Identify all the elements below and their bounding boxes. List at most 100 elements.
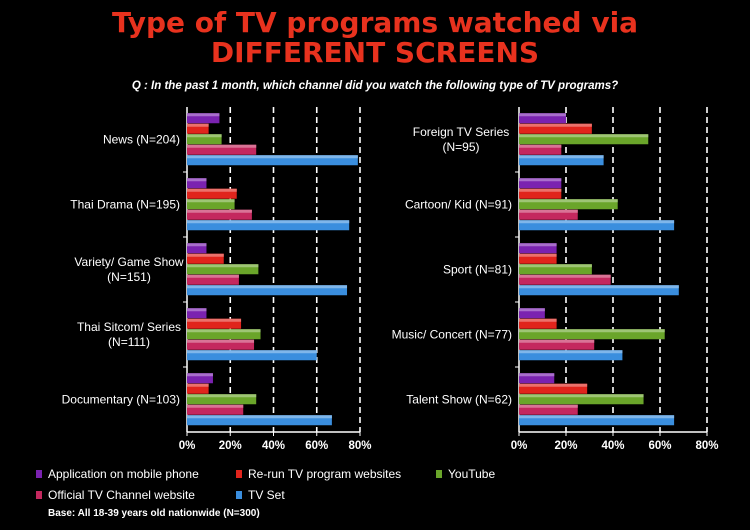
bar-highlight	[519, 383, 588, 387]
bar	[519, 285, 679, 296]
x-tick-label: 0%	[179, 440, 196, 452]
bar	[187, 404, 244, 415]
bar-highlight	[187, 339, 255, 343]
bar-highlight	[187, 404, 244, 408]
x-tick-label: 40%	[601, 440, 624, 452]
bar	[519, 339, 595, 350]
bar-highlight	[519, 113, 566, 117]
bar	[187, 394, 257, 405]
bar-highlight	[187, 134, 222, 138]
bar	[519, 404, 578, 415]
bar	[187, 415, 332, 426]
bar	[519, 123, 592, 134]
legend-swatch	[236, 470, 242, 478]
category-label: (N=111)	[108, 335, 150, 349]
x-tick-label: 20%	[219, 440, 242, 452]
bar	[519, 264, 592, 275]
bar-highlight	[187, 285, 348, 289]
bar-highlight	[187, 373, 213, 377]
category-label: Thai Drama (N=195)	[70, 198, 180, 212]
legend-swatch	[436, 470, 442, 478]
legend-swatch	[236, 491, 242, 499]
bar	[519, 350, 623, 361]
category-label: Talent Show (N=62)	[406, 393, 512, 407]
category-label: News (N=204)	[103, 133, 180, 147]
bar-highlight	[519, 285, 679, 289]
chart-panel-2: 0% 20% 40% 60% 80% Foreign TV Series(N=95) Car…	[392, 107, 719, 452]
bar	[187, 308, 207, 319]
bar	[519, 134, 649, 145]
bar	[519, 329, 665, 340]
bar	[187, 253, 224, 264]
bar-highlight	[519, 394, 644, 398]
bar-highlight	[187, 243, 207, 247]
bar	[187, 329, 261, 340]
bar	[519, 253, 557, 264]
bar-highlight	[519, 264, 592, 268]
bar	[519, 318, 557, 329]
bar	[519, 144, 562, 155]
bar-highlight	[519, 415, 675, 419]
category-label: Music/ Concert (N=77)	[392, 328, 512, 342]
x-tick-label: 60%	[305, 440, 328, 452]
bar	[187, 188, 237, 199]
bar	[187, 199, 235, 210]
category-label: (N=95)	[442, 140, 479, 154]
bar-highlight	[187, 415, 332, 419]
bar-highlight	[519, 188, 562, 192]
category-label: Variety/ Game Show	[74, 255, 183, 269]
bar-highlight	[519, 404, 578, 408]
bar	[187, 383, 209, 394]
bar	[187, 274, 239, 285]
bar	[519, 155, 604, 166]
x-tick-label: 60%	[648, 440, 671, 452]
category-label: Cartoon/ Kid (N=91)	[405, 198, 512, 212]
legend-swatch	[36, 491, 42, 499]
bar-highlight	[187, 274, 239, 278]
bar-highlight	[187, 350, 317, 354]
bar-highlight	[187, 199, 235, 203]
chart-title-line1: Type of TV programs watched via	[111, 6, 639, 39]
bar	[519, 209, 578, 220]
bar-highlight	[519, 274, 611, 278]
legend-label: Official TV Channel website	[48, 488, 195, 502]
bar	[187, 285, 348, 296]
legend-item-tv-set: TV Set	[236, 488, 285, 502]
bar	[187, 350, 317, 361]
bar	[519, 373, 555, 384]
bar-highlight	[519, 134, 649, 138]
base-note: Base: All 18-39 years old nationwide (N=…	[48, 508, 260, 519]
bar-highlight	[519, 220, 675, 224]
bar	[187, 144, 257, 155]
category-label: Sport (N=81)	[443, 263, 512, 277]
bar-highlight	[187, 113, 220, 117]
bar	[519, 383, 588, 394]
legend-item-mobile-app: Application on mobile phone	[36, 467, 199, 481]
bar-highlight	[187, 188, 237, 192]
bar	[519, 113, 566, 124]
bar-highlight	[187, 383, 209, 387]
bar-highlight	[519, 209, 578, 213]
legend-item-youtube: YouTube	[436, 467, 495, 481]
bar-highlight	[519, 318, 557, 322]
bar	[187, 339, 255, 350]
bar-highlight	[187, 178, 207, 182]
bar-highlight	[519, 339, 595, 343]
x-tick-label: 40%	[262, 440, 285, 452]
bar-highlight	[519, 144, 562, 148]
bar-highlight	[519, 253, 557, 257]
bar	[519, 308, 545, 319]
bar-highlight	[519, 199, 618, 203]
bar-highlight	[519, 373, 555, 377]
bar-highlight	[187, 318, 242, 322]
bar-highlight	[519, 243, 557, 247]
category-label: Foreign TV Series	[413, 125, 510, 139]
bar-highlight	[187, 155, 358, 159]
bar	[519, 178, 562, 189]
bar-highlight	[187, 123, 209, 127]
bar	[519, 220, 675, 231]
bar	[519, 274, 611, 285]
bar-highlight	[519, 123, 592, 127]
category-label: Documentary (N=103)	[62, 393, 180, 407]
category-label: (N=151)	[107, 270, 151, 284]
